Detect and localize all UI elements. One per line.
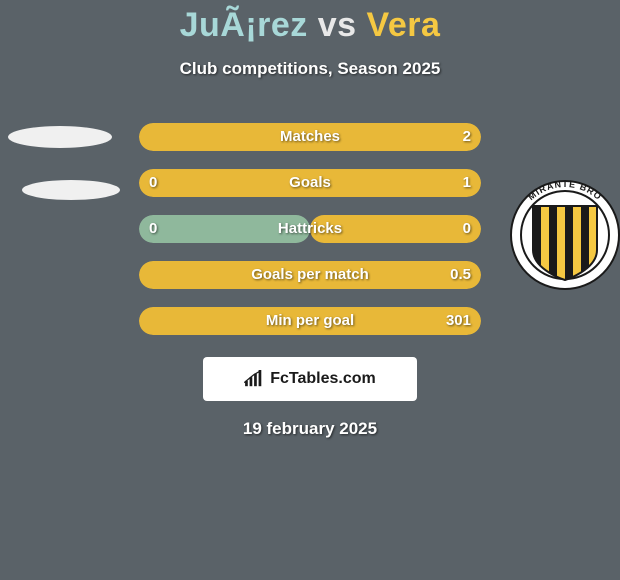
stats-list: Matches 2 Goals 0 1 Hattricks 0 0 Goals per matc…: [139, 123, 481, 335]
stat-label: Goals per match: [251, 261, 369, 289]
decorative-oval: [8, 126, 112, 148]
stat-label: Goals: [289, 169, 331, 197]
stat-label: Hattricks: [278, 215, 342, 243]
stat-row: Goals per match 0.5: [139, 261, 481, 289]
title-right: Vera: [367, 6, 441, 44]
attribution-box[interactable]: FcTables.com: [203, 357, 417, 401]
stat-label: Matches: [280, 123, 340, 151]
title-left: JuÃ¡rez: [180, 6, 308, 44]
stat-row: Hattricks 0 0: [139, 215, 481, 243]
stat-value-right: 0.5: [450, 261, 471, 289]
bar-chart-icon: [244, 370, 266, 388]
stat-value-right: 0: [463, 215, 471, 243]
stat-value-right: 1: [463, 169, 471, 197]
stat-label: Min per goal: [266, 307, 354, 335]
decorative-oval: [22, 180, 120, 200]
subtitle: Club competitions, Season 2025: [0, 59, 620, 79]
attribution-text: FcTables.com: [270, 370, 376, 388]
stat-row: Goals 0 1: [139, 169, 481, 197]
stat-row: Min per goal 301: [139, 307, 481, 335]
stat-value-left: 0: [149, 169, 157, 197]
stat-value-right: 301: [446, 307, 471, 335]
stat-value-left: 0: [149, 215, 157, 243]
stat-row: Matches 2: [139, 123, 481, 151]
club-badge: MIRANTE BRO: [500, 180, 620, 290]
stat-value-right: 2: [463, 123, 471, 151]
page-title: JuÃ¡rez vs Vera: [0, 6, 620, 45]
date-stamp: 19 february 2025: [0, 419, 620, 439]
title-vs: vs: [318, 6, 357, 44]
